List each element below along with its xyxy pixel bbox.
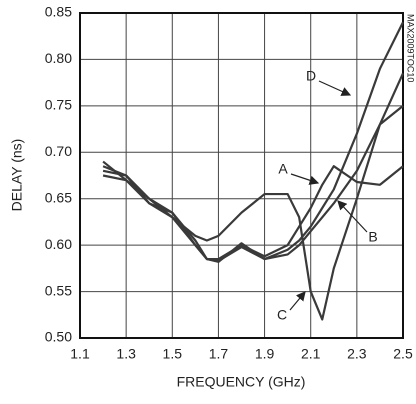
y-tick-label: 0.70: [45, 143, 72, 159]
curve-label-arrow: [337, 200, 368, 233]
x-tick-label: 2.5: [393, 346, 413, 362]
series-line: [102, 105, 404, 321]
y-tick-label: 0.75: [45, 97, 72, 113]
y-tick-label: 0.60: [45, 236, 72, 252]
x-tick-label: 2.1: [301, 346, 321, 362]
y-tick-label: 0.80: [45, 50, 72, 66]
x-axis-label: FREQUENCY (GHz): [177, 374, 306, 390]
curve-label-arrow: [318, 80, 352, 96]
y-tick-label: 0.65: [45, 189, 72, 205]
y-tick-label: 0.50: [45, 329, 72, 345]
x-tick-label: 1.9: [255, 346, 275, 362]
x-tick-label: 1.5: [163, 346, 183, 362]
x-tick-label: 1.3: [116, 346, 136, 362]
y-tick-label: 0.85: [45, 4, 72, 20]
plot-frame: [79, 12, 404, 339]
curve-label: B: [368, 229, 377, 245]
y-tick-label: 0.55: [45, 282, 72, 298]
series-line: [102, 21, 404, 263]
curve-label: C: [277, 307, 287, 323]
curve-label-arrow: [289, 291, 306, 311]
curve-label: A: [278, 161, 288, 177]
x-tick-label: 2.3: [347, 346, 367, 362]
curve-label: D: [306, 68, 316, 84]
figure-code: MAX2009TOC10: [406, 14, 416, 82]
x-tick-label: 1.1: [70, 346, 90, 362]
y-axis-label: DELAY (ns): [9, 139, 25, 212]
curve-label-arrow: [290, 173, 320, 185]
x-tick-label: 1.7: [209, 346, 229, 362]
series-line: [102, 72, 405, 263]
